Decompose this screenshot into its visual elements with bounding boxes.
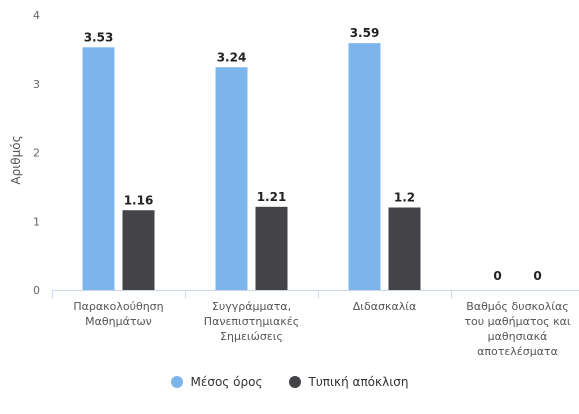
x-tick-label: Βαθμός δυσκολίας του μαθήματος και μαθησια… bbox=[464, 300, 570, 358]
x-tick-label: Διδασκαλία bbox=[353, 300, 416, 313]
y-axis: 0 1 2 3 4 bbox=[33, 9, 40, 297]
bar bbox=[255, 206, 288, 290]
bar bbox=[215, 67, 248, 290]
legend-marker bbox=[288, 376, 301, 388]
y-axis-label: Αριθμός bbox=[9, 135, 23, 184]
y-tick-label: 0 bbox=[33, 284, 40, 297]
bar bbox=[348, 43, 381, 290]
data-label: 3.53 bbox=[84, 30, 114, 44]
bar bbox=[388, 207, 421, 290]
legend-marker bbox=[170, 376, 183, 388]
x-tick-label: Συγγράμματα, Πανεπιστημιακές Σημειώσεις bbox=[204, 300, 299, 343]
bar bbox=[122, 210, 155, 290]
legend-label: Τυπική απόκλιση bbox=[308, 375, 409, 389]
data-label: 1.21 bbox=[257, 190, 287, 204]
y-tick-label: 2 bbox=[33, 147, 40, 160]
legend-item[interactable]: Τυπική απόκλιση bbox=[288, 375, 409, 389]
bar bbox=[82, 47, 115, 290]
legend: Μέσος όρος Τυπική απόκλιση bbox=[0, 370, 579, 394]
data-label: 3.59 bbox=[350, 26, 380, 40]
x-tick-label: Παρακολούθηση Μαθημάτων bbox=[73, 300, 163, 328]
legend-item[interactable]: Μέσος όρος bbox=[170, 375, 263, 389]
y-tick-label: 3 bbox=[33, 78, 40, 91]
data-label: 0 bbox=[533, 269, 541, 283]
data-label: 1.16 bbox=[124, 193, 154, 207]
data-labels: 3.53 1.16 3.24 1.21 3.59 1.2 0 0 bbox=[84, 26, 542, 283]
data-label: 3.24 bbox=[217, 50, 247, 64]
x-axis: Παρακολούθηση Μαθημάτων Συγγράμματα, Πανεπι… bbox=[52, 290, 579, 358]
data-label: 1.2 bbox=[394, 191, 415, 205]
y-tick-label: 1 bbox=[33, 215, 40, 228]
y-tick-label: 4 bbox=[33, 9, 40, 22]
bars bbox=[82, 43, 421, 290]
legend-label: Μέσος όρος bbox=[190, 375, 263, 389]
data-label: 0 bbox=[493, 269, 501, 283]
